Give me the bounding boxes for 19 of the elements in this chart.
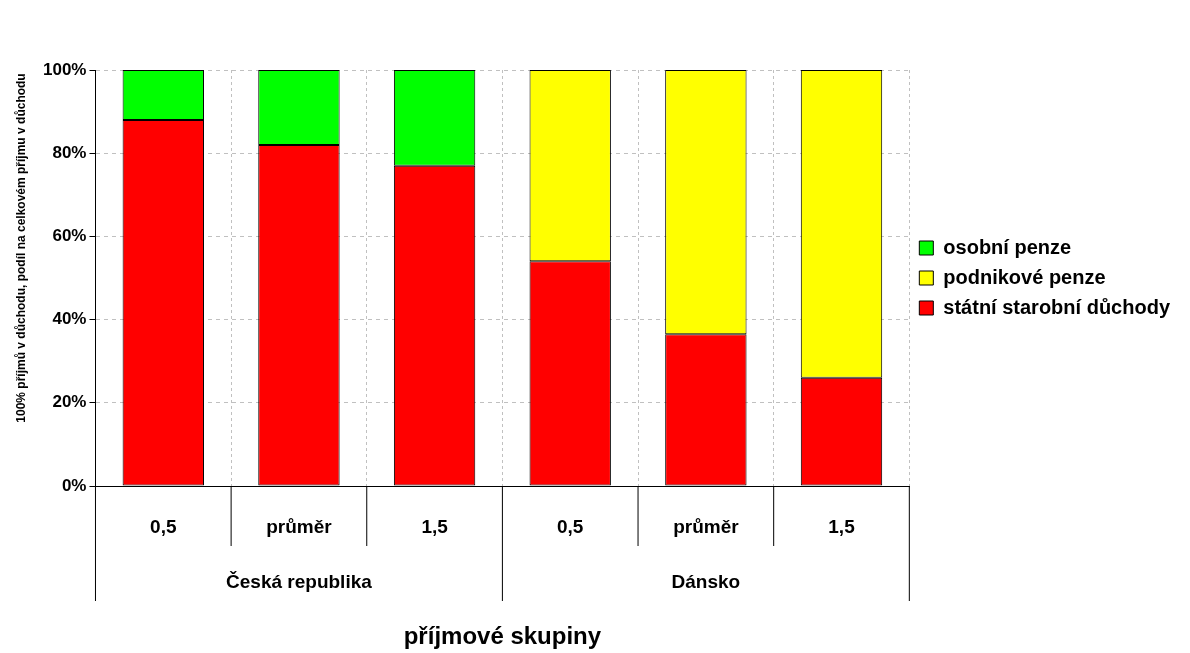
y-tick-label: 40%	[52, 309, 87, 329]
x-tick-label: průměr	[673, 516, 740, 538]
text: Dánsko	[671, 571, 741, 593]
y-axis-title: 100% příjmů v důchodu, podíl na celkovém příjmu v důchodu	[14, 73, 29, 423]
legend-label: osobní penze	[943, 235, 1072, 258]
y-tick-label: 60%	[52, 226, 87, 246]
x-tick-label: průměr	[266, 516, 333, 538]
y-tick-label: 80%	[52, 142, 87, 162]
y-tick-label: 20%	[52, 392, 87, 412]
x-axis-title: příjmové skupiny	[403, 621, 602, 649]
y-tick-label: 0%	[61, 475, 87, 495]
legend-label: podnikové penze	[943, 265, 1106, 288]
x-tick-label: 0,5	[150, 516, 177, 538]
x-tick-label: 1,5	[421, 516, 449, 538]
x-tick-label: 1,5	[828, 516, 856, 538]
text: Česká republika	[226, 571, 373, 593]
x-tick-label: 0,5	[557, 516, 584, 538]
legend-label: státní starobní důchody	[943, 295, 1171, 318]
y-tick-label: 100%	[43, 59, 87, 79]
